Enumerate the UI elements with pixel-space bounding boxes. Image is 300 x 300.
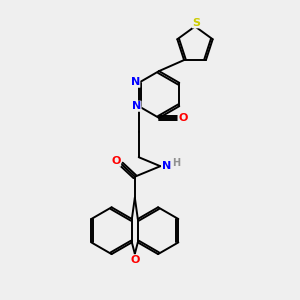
Text: S: S — [193, 18, 200, 28]
Text: H: H — [172, 158, 180, 168]
Text: N: N — [130, 77, 140, 87]
Text: O: O — [130, 255, 140, 265]
Text: O: O — [178, 113, 188, 123]
Text: O: O — [111, 156, 121, 166]
Text: N: N — [132, 101, 141, 111]
Text: N: N — [162, 160, 171, 171]
